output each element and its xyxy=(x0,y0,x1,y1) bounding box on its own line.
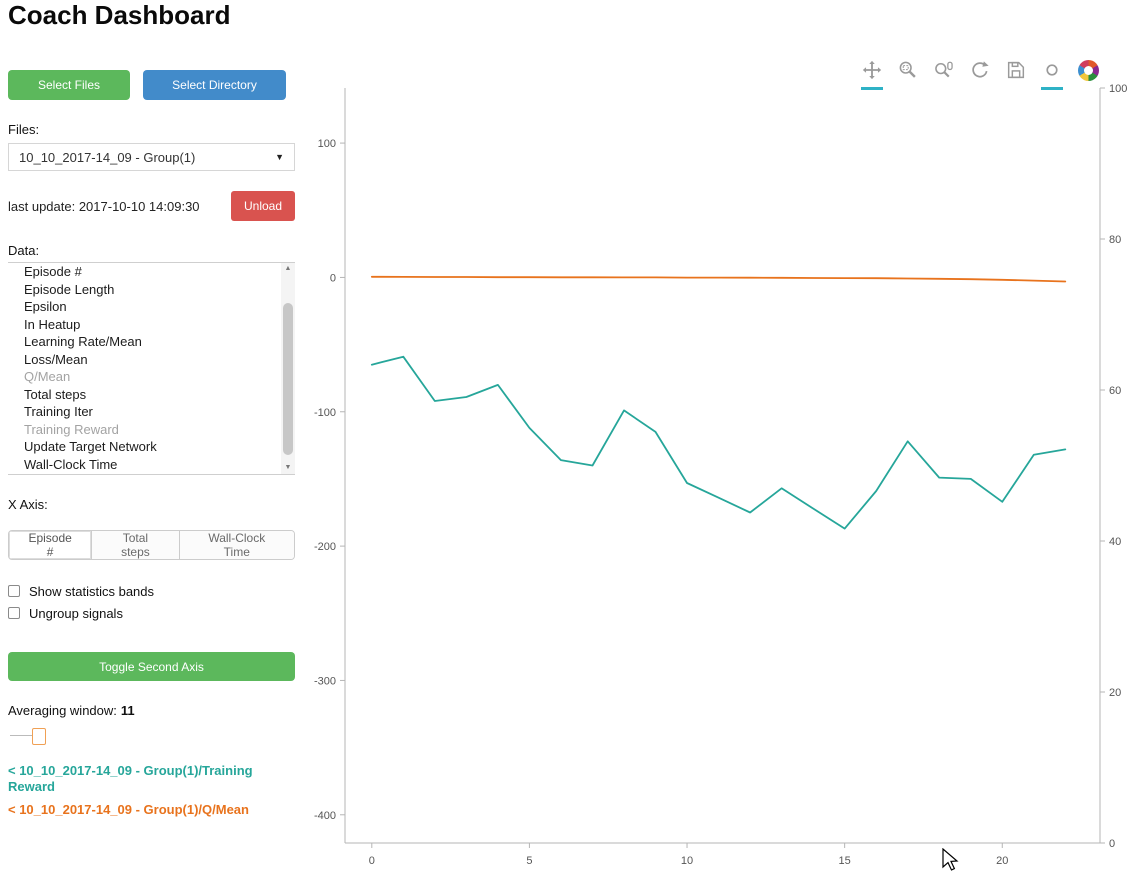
averaging-window-label: Averaging window: xyxy=(8,703,117,718)
scroll-up-icon[interactable]: ▲ xyxy=(284,265,292,272)
plot-canvas[interactable]: 100 0 -100 -200 -300 -400 0 20 40 60 80 100 0 5 10 15 20 xyxy=(300,55,1142,875)
right-tick-label: 100 xyxy=(1109,83,1127,95)
sidebar: Select Files Select Directory Files: 10_… xyxy=(8,70,295,824)
averaging-window-value: 11 xyxy=(120,703,135,718)
data-item-episode[interactable]: Episode # xyxy=(24,264,82,279)
data-item-training-iter[interactable]: Training Iter xyxy=(24,404,93,419)
scrollbar[interactable]: ▲ ▼ xyxy=(281,263,295,474)
checkbox-icon[interactable] xyxy=(8,585,20,597)
data-item-total-steps[interactable]: Total steps xyxy=(24,386,87,402)
checkbox-area: Show statistics bands Ungroup signals xyxy=(8,580,295,624)
averaging-window-row: Averaging window: 11 xyxy=(8,703,295,718)
chart-legend: < 10_10_2017-14_09 - Group(1)/Training R… xyxy=(8,763,295,818)
right-tick-label: 0 xyxy=(1109,838,1115,850)
series-line-10-10-2017-14-09-group-1-training-reward xyxy=(370,355,1067,530)
data-item-learning-rate-mean[interactable]: Learning Rate/Mean xyxy=(24,334,142,349)
x-tick-label: 10 xyxy=(681,855,693,867)
right-tick-label: 20 xyxy=(1109,687,1121,699)
data-item-loss-mean[interactable]: Loss/Mean xyxy=(24,351,88,367)
averaging-window-slider[interactable] xyxy=(10,728,46,745)
checkbox-icon[interactable] xyxy=(8,607,20,619)
files-label: Files: xyxy=(8,122,40,137)
x-axis-option-episode[interactable]: Episode # xyxy=(9,531,92,559)
left-tick-label: 0 xyxy=(330,272,336,284)
left-tick-label: -300 xyxy=(314,675,336,687)
scroll-down-icon[interactable]: ▼ xyxy=(284,464,292,471)
legend-item-10-10-2017-14-09-group-1-training-reward[interactable]: < 10_10_2017-14_09 - Group(1)/Training R… xyxy=(8,763,253,795)
checkbox-show-statistics-bands[interactable]: Show statistics bands xyxy=(8,580,295,602)
checkbox-label: Show statistics bands xyxy=(29,583,155,599)
data-item-epsilon[interactable]: Epsilon xyxy=(24,299,67,314)
right-tick-label: 40 xyxy=(1109,536,1121,548)
hover-icon[interactable] xyxy=(1040,58,1064,90)
legend-item-10-10-2017-14-09-group-1-q-mean[interactable]: < 10_10_2017-14_09 - Group(1)/Q/Mean xyxy=(8,801,249,817)
reset-icon[interactable] xyxy=(968,58,992,82)
left-tick-label: -200 xyxy=(314,541,336,553)
bokeh-logo-icon[interactable] xyxy=(1076,58,1100,82)
x-axis-button-group: Episode # Total steps Wall-Clock Time xyxy=(8,530,295,560)
slider-handle[interactable] xyxy=(32,728,46,745)
update-row: last update: 2017-10-10 14:09:30 Unload xyxy=(8,191,295,221)
file-buttons-row: Select Files Select Directory xyxy=(8,70,295,100)
x-tick-label: 20 xyxy=(996,855,1008,867)
wheel-zoom-icon[interactable] xyxy=(932,58,956,82)
pan-icon[interactable] xyxy=(860,58,884,90)
files-dropdown[interactable]: 10_10_2017-14_09 - Group(1) ▼ xyxy=(8,143,295,171)
x-tick-label: 15 xyxy=(839,855,851,867)
data-label: Data: xyxy=(8,243,40,258)
data-item-wall-clock-time[interactable]: Wall-Clock Time xyxy=(24,456,118,472)
left-tick-label: -400 xyxy=(314,810,336,822)
x-tick-label: 0 xyxy=(369,855,375,867)
x-axis-option-total-steps[interactable]: Total steps xyxy=(91,531,179,559)
bokeh-toolbar xyxy=(860,58,1100,90)
data-item-in-heatup[interactable]: In Heatup xyxy=(24,316,81,332)
scrollbar-thumb[interactable] xyxy=(283,303,293,455)
right-tick-label: 80 xyxy=(1109,234,1121,246)
data-signal-items: Episode # Episode Length Epsilon In Heatup L… xyxy=(8,263,295,473)
left-tick-label: 100 xyxy=(318,138,336,150)
page-title: Coach Dashboard xyxy=(8,0,231,30)
checkbox-label: Ungroup signals xyxy=(29,605,123,621)
data-signal-list: Episode # Episode Length Epsilon In Heatup L… xyxy=(8,262,295,475)
files-dropdown-value: 10_10_2017-14_09 - Group(1) xyxy=(19,149,196,165)
data-item-q-mean[interactable]: Q/Mean xyxy=(24,369,71,384)
right-tick-label: 60 xyxy=(1109,385,1121,397)
last-update-text: last update: 2017-10-10 14:09:30 xyxy=(8,198,200,214)
select-files-button[interactable]: Select Files xyxy=(8,70,130,100)
chevron-down-icon: ▼ xyxy=(275,152,284,162)
left-tick-label: -100 xyxy=(314,407,336,419)
slider-track xyxy=(10,735,38,736)
checkbox-ungroup-signals[interactable]: Ungroup signals xyxy=(8,602,295,624)
data-item-update-target-network[interactable]: Update Target Network xyxy=(24,439,157,454)
box-zoom-icon[interactable] xyxy=(896,58,920,82)
data-item-episode-length[interactable]: Episode Length xyxy=(24,281,115,297)
x-tick-label: 5 xyxy=(526,855,532,867)
data-item-training-reward[interactable]: Training Reward xyxy=(24,421,119,437)
x-axis-option-wall-clock-time[interactable]: Wall-Clock Time xyxy=(178,531,294,559)
toggle-second-axis-button[interactable]: Toggle Second Axis xyxy=(8,652,295,681)
x-axis-label: X Axis: xyxy=(8,497,48,512)
series-line-10-10-2017-14-09-group-1-q-mean xyxy=(370,275,1067,283)
select-directory-button[interactable]: Select Directory xyxy=(143,70,286,100)
unload-button[interactable]: Unload xyxy=(231,191,295,221)
save-icon[interactable] xyxy=(1004,58,1028,82)
